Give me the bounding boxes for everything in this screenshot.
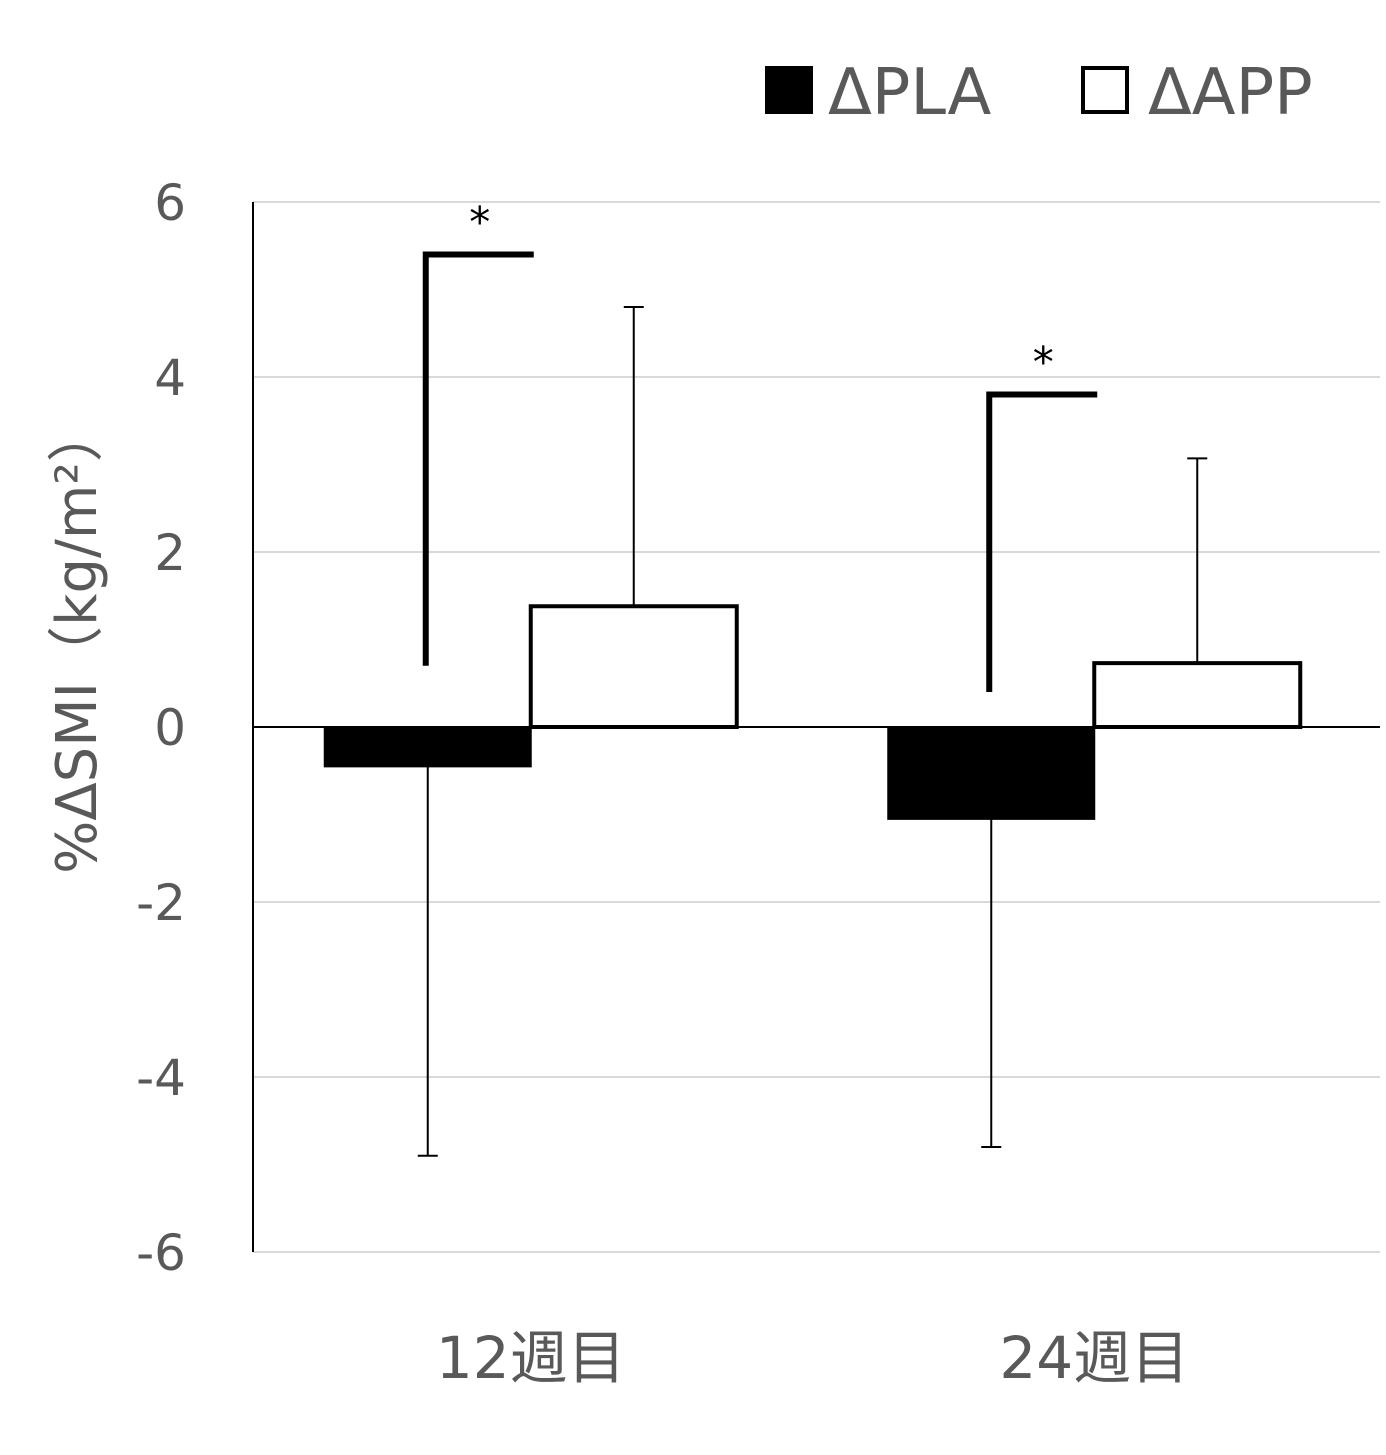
x-category-label: 12週目 (436, 1324, 626, 1392)
y-tick-label: 6 (154, 174, 186, 232)
legend-swatch-app (1081, 66, 1129, 114)
significance-bracket (422, 251, 534, 666)
significance-star: * (1033, 338, 1054, 387)
legend-label-pla: ΔPLA (828, 56, 992, 130)
legend-label-app: ΔAPP (1148, 56, 1313, 130)
significance-star: * (469, 198, 490, 247)
bar-pla (323, 726, 532, 768)
y-tick-label: -2 (136, 874, 186, 932)
error-bars (417, 306, 1208, 1157)
y-tick-label: 0 (154, 699, 186, 757)
bar-app (1092, 661, 1303, 729)
y-tick-labels: 6 4 2 0 -2 -4 -6 (136, 174, 186, 1282)
significance-brackets: ** (422, 198, 1098, 692)
y-tick-label: -6 (136, 1224, 186, 1282)
y-tick-label: 4 (154, 349, 186, 407)
legend-swatch-pla (765, 66, 813, 114)
legend: ΔPLA ΔAPP (765, 56, 1313, 130)
bar-app (528, 604, 739, 729)
grid-lines (253, 201, 1380, 1253)
bars (323, 604, 1303, 820)
y-tick-label: -4 (136, 1049, 186, 1107)
significance-bracket (986, 391, 1098, 692)
y-tick-label: 2 (154, 524, 186, 582)
bar-pla (887, 726, 1096, 820)
y-axis-label: %ΔSMI（kg/m²） (45, 406, 110, 874)
x-category-labels: 12週目 24週目 (436, 1324, 1189, 1392)
x-category-label: 24週目 (999, 1324, 1189, 1392)
